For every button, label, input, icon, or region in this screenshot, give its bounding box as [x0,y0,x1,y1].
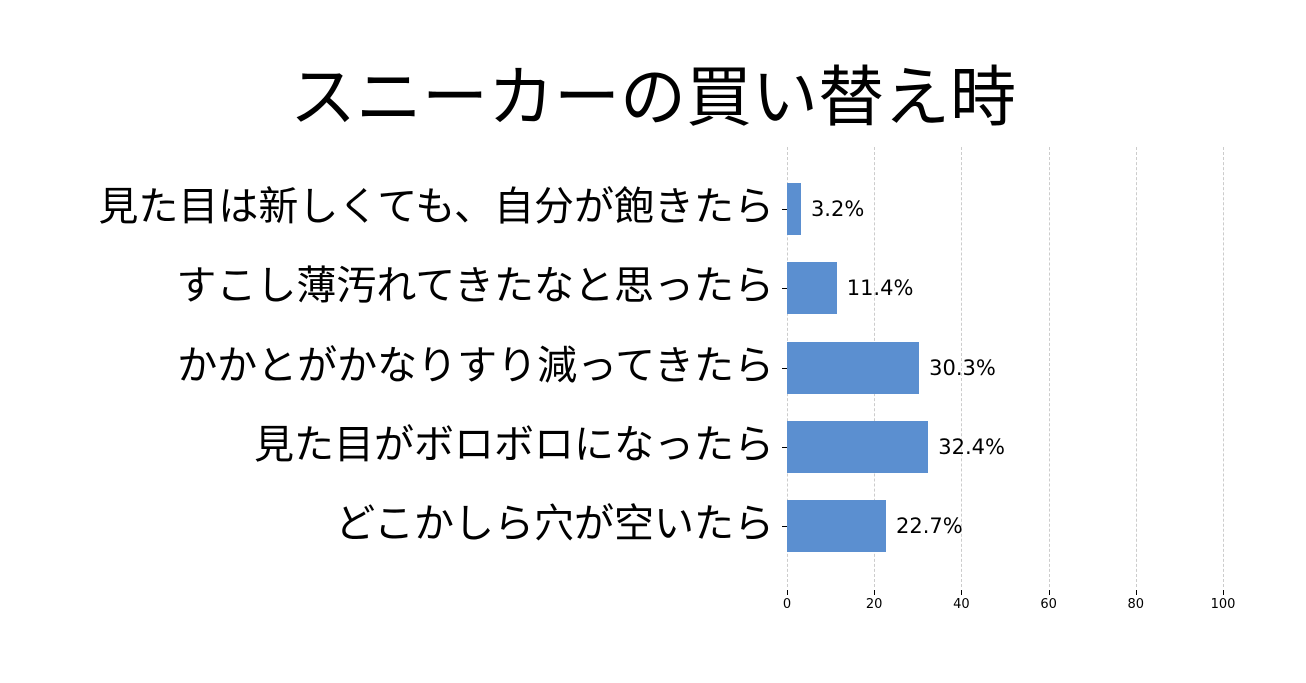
x-tick-label: 40 [953,597,970,612]
x-tick-label: 100 [1210,597,1236,612]
category-label: かかとがかなりすり減ってきたら [177,343,774,389]
x-tick [787,590,788,595]
bar [787,183,801,235]
x-tick [1135,590,1137,595]
category-label: 見た目は新しくても、自分が飽きたら [98,184,774,230]
x-tick-label: 80 [1127,597,1145,612]
chart-title: スニーカーの買い替え時 [290,59,1016,136]
category-label: どこかしら穴が空いたら [335,501,774,547]
value-label: 30.3% [929,356,996,380]
x-tick [874,590,876,595]
x-tick [961,590,963,595]
category-label: すこし薄汚れてきたなと思ったら [176,263,774,309]
bar [787,421,929,473]
grid-line [1048,147,1050,587]
grid-line [961,147,963,587]
plot-area: 3.2% 11.4% 30.3% 32.4% 22.7% [787,147,1224,587]
grid-line [1135,147,1137,587]
y-tick [782,447,787,448]
bar [787,500,886,552]
x-tick-label: 0 [782,597,792,612]
y-tick [782,209,787,210]
x-tick [1048,590,1050,595]
category-label: 見た目がボロボロになったら [254,422,774,468]
y-tick [782,288,787,289]
y-tick [782,368,787,369]
bar [787,342,920,394]
value-label: 22.7% [895,514,963,538]
x-tick-label: 20 [865,597,883,612]
value-label: 11.4% [846,276,914,300]
x-tick-label: 60 [1040,597,1057,612]
x-tick [1223,590,1224,595]
value-label: 3.2% [810,197,865,221]
grid-line [1223,147,1224,587]
y-tick [782,526,787,527]
bar [787,262,837,314]
value-label: 32.4% [938,435,1005,459]
